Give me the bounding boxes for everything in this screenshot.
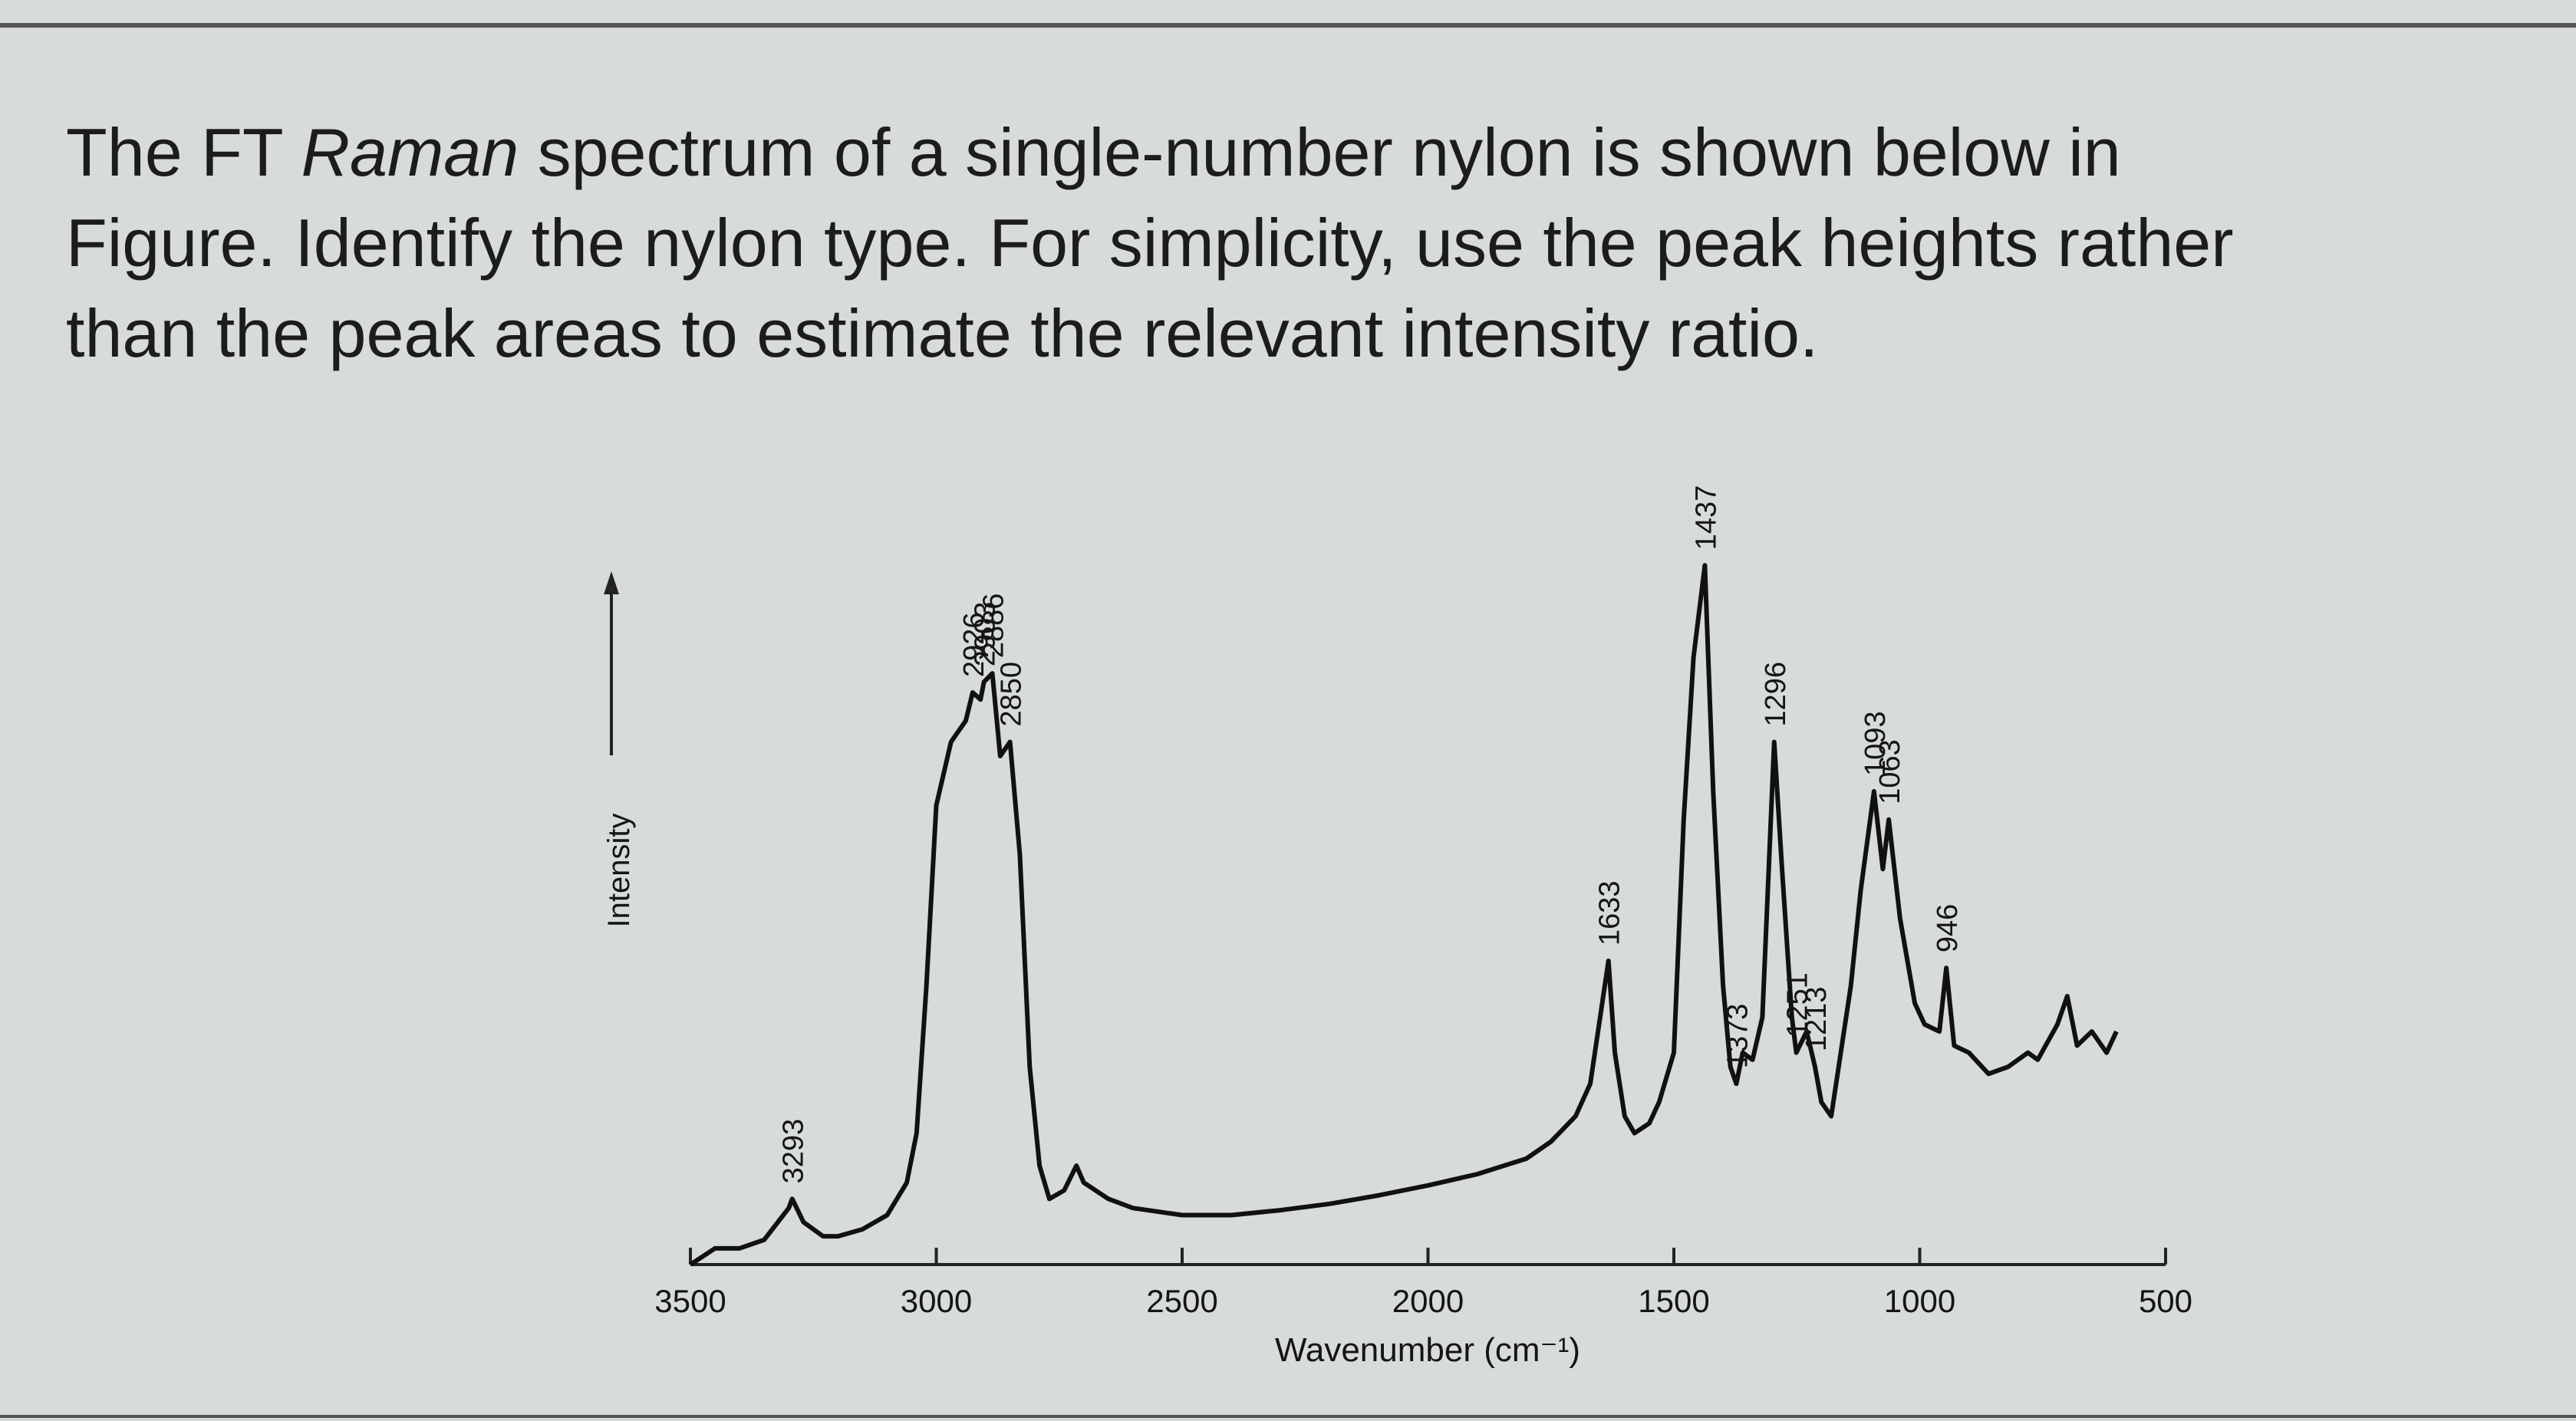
peak-label: 2850	[996, 662, 1028, 727]
peak-label: 2926	[958, 612, 990, 677]
spectrum-line	[689, 563, 2119, 1267]
peak-label: 1093	[1860, 711, 1892, 776]
peak-label: 1373	[1721, 1004, 1754, 1069]
x-tick-label: 1000	[1884, 1283, 1955, 1319]
peak-label: 1063	[1874, 739, 1906, 804]
peak-label: 2886	[978, 594, 1010, 659]
peak-label: 1633	[1594, 880, 1626, 946]
x-tick-label: 1500	[1638, 1283, 1709, 1319]
question-line: Figure. Identify the nylon type. For sim…	[66, 205, 2234, 281]
x-tick-label: 3500	[654, 1283, 726, 1319]
x-tick-label: 500	[2139, 1283, 2192, 1319]
text: Raman	[301, 114, 519, 190]
peak-label: 1296	[1760, 662, 1792, 727]
x-axis-label: Wavenumber (cm⁻¹)	[1275, 1331, 1580, 1369]
peak-label: 1251	[1782, 972, 1814, 1038]
question-line: The FT Raman spectrum of a single-number…	[66, 107, 2234, 198]
x-tick-label: 2000	[1392, 1283, 1464, 1319]
x-tick-label: 3000	[901, 1283, 972, 1319]
y-axis-label: Intensity	[602, 814, 636, 928]
peak-label: 1437	[1690, 485, 1722, 551]
peak-label: 2903	[970, 602, 1002, 667]
question: The FT Raman spectrum of a single-number…	[66, 107, 2234, 379]
text: spectrum of a single-number nylon is sho…	[519, 114, 2121, 190]
peak-label: 3293	[778, 1119, 810, 1184]
peak-label: 1213	[1800, 987, 1833, 1052]
question-line: than the peak areas to estimate the rele…	[66, 295, 1819, 371]
peak-label: 946	[1932, 904, 1964, 952]
y-arrowhead	[604, 571, 619, 594]
x-tick-label: 2500	[1146, 1283, 1217, 1319]
screen-edge	[0, 23, 2576, 28]
text: The FT	[66, 114, 301, 190]
screen-edge	[0, 1415, 2576, 1418]
